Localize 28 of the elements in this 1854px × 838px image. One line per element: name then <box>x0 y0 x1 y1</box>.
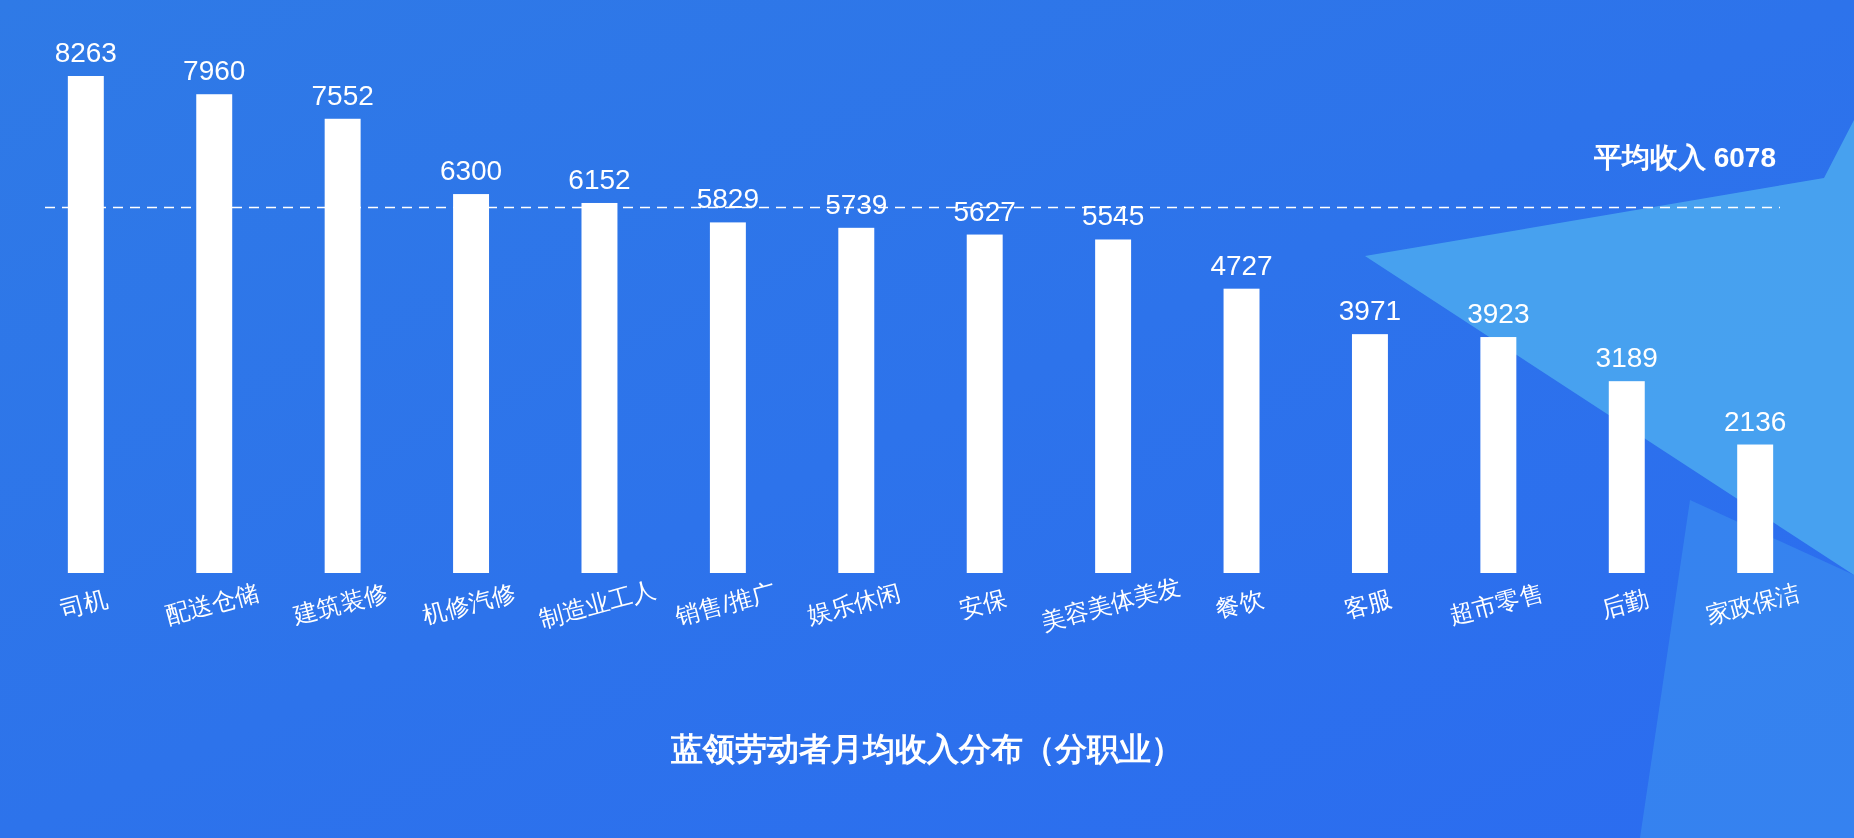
x-tick-label: 司机 <box>56 584 111 624</box>
x-tick-label: 制造业工人 <box>535 575 659 633</box>
data-label: 2136 <box>1724 405 1787 437</box>
data-label: 5627 <box>953 195 1016 227</box>
x-tick-label: 客服 <box>1341 584 1395 624</box>
data-label: 3971 <box>1338 295 1402 327</box>
data-label: 6152 <box>568 163 631 195</box>
x-tick-label: 餐饮 <box>1212 584 1267 624</box>
data-label: 6300 <box>439 155 503 187</box>
x-tick-label: 家政保洁 <box>1703 578 1803 630</box>
data-label: 8263 <box>54 37 117 68</box>
x-tick-label: 后勤 <box>1597 584 1652 624</box>
data-label: 3923 <box>1467 298 1530 330</box>
data-label: 7960 <box>183 55 246 87</box>
x-tick-label: 超市零售 <box>1446 578 1547 630</box>
x-tick-label: 配送仓储 <box>162 578 262 630</box>
data-label: 5829 <box>696 183 760 215</box>
x-tick-label: 美容美体美发 <box>1037 572 1184 636</box>
ref-line-label: 平均收入 6078 <box>1592 142 1776 174</box>
x-tick-label: 机修汽修 <box>419 578 519 630</box>
x-tick-label: 销售/推广 <box>671 577 779 631</box>
x-tick-label: 建筑装修 <box>289 578 391 630</box>
text: 蓝领劳动者月均收入分布（分职业） <box>671 731 1183 767</box>
data-label: 7552 <box>311 79 374 111</box>
data-label: 4727 <box>1210 249 1273 281</box>
x-tick-label: 安保 <box>955 584 1010 624</box>
x-tick-label: 娱乐休闲 <box>804 578 904 630</box>
data-label: 3189 <box>1595 342 1658 374</box>
